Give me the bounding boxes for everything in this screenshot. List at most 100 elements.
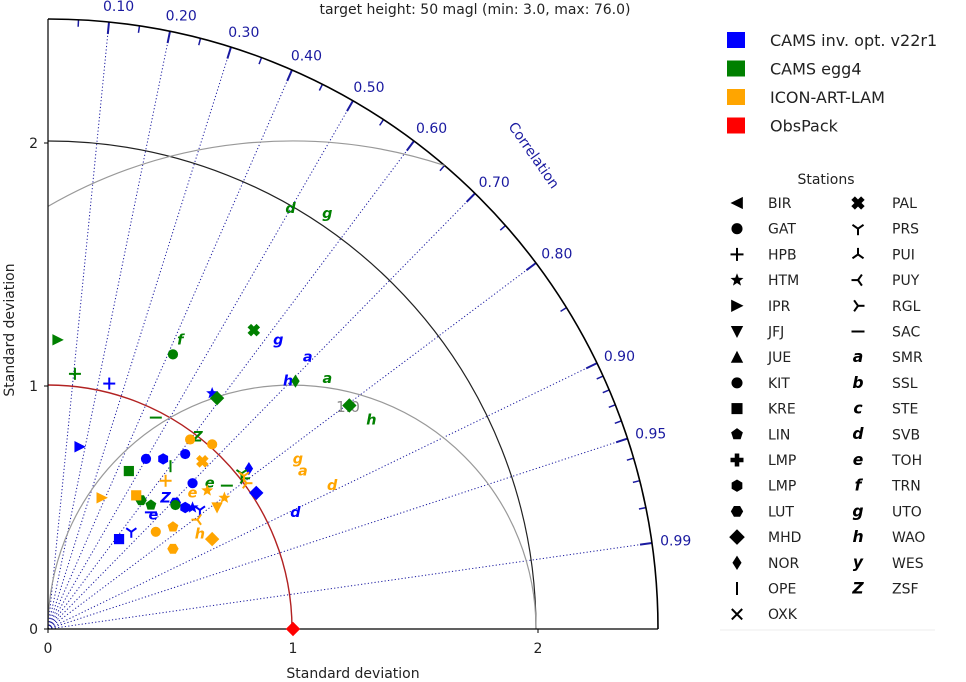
data-point-prs-stroke [240, 469, 248, 475]
legend-marker-wes: y [853, 554, 864, 572]
legend-marker-lut [730, 506, 744, 517]
data-point-smr-letter: a [303, 349, 313, 365]
legend-station-label: HPB [768, 247, 797, 263]
correlation-tick [608, 404, 616, 409]
data-point-svb: d [285, 201, 296, 217]
data-point-mhd [285, 621, 301, 637]
legend-marker-mhd-shape [729, 529, 745, 545]
data-point-lmp [158, 453, 169, 465]
legend-station-label: LMP [768, 479, 796, 495]
legend-marker-ste-letter: c [853, 399, 863, 417]
reference-std-arc [47, 384, 293, 630]
legend-station-label: TRN [891, 479, 921, 495]
legend-station-label: RGL [892, 299, 921, 315]
legend-marker-svb: d [852, 425, 864, 443]
correlation-tick [638, 506, 646, 510]
legend-marker-uto-letter: g [852, 502, 863, 520]
correlation-line [47, 362, 598, 630]
data-point-htm-shape [186, 501, 199, 513]
data-point-mhd-shape [342, 398, 357, 413]
correlation-tick-label: 0.80 [541, 246, 572, 262]
correlation-tick [596, 375, 604, 380]
legend-label: CAMS egg4 [770, 60, 862, 79]
data-point-toh-letter: e [205, 476, 215, 492]
data-point-gat-shape [150, 526, 161, 537]
data-point-gat-shape [170, 499, 181, 511]
data-point-kit [207, 439, 218, 450]
legend-marker-gat [731, 223, 743, 235]
data-point-lut [167, 543, 179, 554]
legend-marker-kre-shape [731, 403, 743, 415]
data-point-puy-stroke [196, 513, 202, 521]
legend-marker-puy-stroke [857, 279, 863, 287]
data-point-htm [206, 386, 219, 399]
data-point-smr: a [298, 464, 308, 480]
correlation-tick-label: 0.30 [228, 25, 259, 41]
correlation-tick [106, 21, 110, 35]
data-point-gat [140, 453, 152, 464]
legend-swatch [727, 32, 745, 48]
data-point-htm-shape [206, 386, 219, 399]
data-point-gat [150, 526, 161, 537]
chart-title: target height: 50 magl (min: 3.0, max: 7… [319, 2, 630, 18]
data-point-smr: a [322, 371, 332, 387]
correlation-tick [602, 389, 610, 394]
legend-station-label: KIT [768, 376, 790, 392]
correlation-tick [286, 69, 293, 82]
data-point-prs-stroke [199, 505, 206, 511]
legend-station-label: LMP [768, 453, 796, 469]
data-point-uto: g [273, 332, 283, 348]
legend-marker-kit-shape [731, 377, 743, 389]
legend-marker-wao: h [852, 528, 863, 546]
data-point-svb-letter: d [327, 478, 338, 494]
correlation-tick [626, 457, 634, 461]
data-point-wao: h [366, 413, 376, 429]
legend-marker-toh-letter: e [853, 451, 864, 469]
legend-swatch [727, 89, 745, 105]
data-point-smr: a [303, 349, 313, 365]
rmsd-arc [47, 384, 537, 630]
legend-station-label: LUT [768, 504, 794, 520]
data-point-kre-shape [131, 490, 142, 501]
legend-marker-gat-shape [731, 223, 743, 235]
data-point-pal [247, 323, 261, 337]
legend-label: ObsPack [770, 117, 839, 136]
data-point-pal-stroke [247, 323, 261, 337]
legend-station-label: OXK [768, 607, 798, 623]
legend-station-label: PUI [892, 247, 915, 263]
data-point-hpb [68, 367, 81, 380]
correlation-tick [525, 262, 537, 272]
data-point-toh: e [205, 476, 215, 492]
correlation-tick [499, 224, 506, 231]
legend-station-label: WES [892, 556, 924, 572]
correlation-tick-label: 0.90 [604, 349, 635, 365]
legend-marker-prs [851, 223, 865, 236]
data-point-htm [201, 484, 214, 496]
legend-station-label: GAT [768, 222, 796, 238]
legend-marker-puy [851, 273, 863, 287]
data-point-wao-letter: h [283, 374, 293, 390]
legend-station-label: LIN [768, 427, 790, 443]
legend-marker-pui-stroke [857, 253, 865, 260]
legend-station-label: OPE [768, 582, 796, 598]
data-point-uto: g [322, 206, 332, 222]
data-point-prs [238, 471, 250, 482]
data-point-jfj-shape [211, 502, 223, 514]
data-point-toh-letter: e [188, 485, 198, 501]
legend-marker-rgl-stroke [853, 299, 859, 307]
data-point-ipr [96, 492, 108, 504]
data-point-lmp [180, 501, 191, 514]
data-point-prs-stroke [194, 505, 201, 511]
correlation-tick [346, 100, 354, 112]
data-point-prs-stroke [238, 471, 245, 477]
correlation-line [47, 193, 476, 630]
data-point-lut-shape [167, 543, 179, 554]
data-point-ipr-shape [74, 441, 86, 453]
correlation-tick-label: 0.60 [416, 121, 447, 137]
legend-station-label: HTM [768, 273, 799, 289]
axes: 0 1 2 0 1 2 [29, 19, 658, 657]
correlation-tick-label: 0.70 [479, 175, 510, 191]
legend-marker-smr: a [853, 348, 864, 366]
legend-marker-rgl [853, 299, 865, 312]
